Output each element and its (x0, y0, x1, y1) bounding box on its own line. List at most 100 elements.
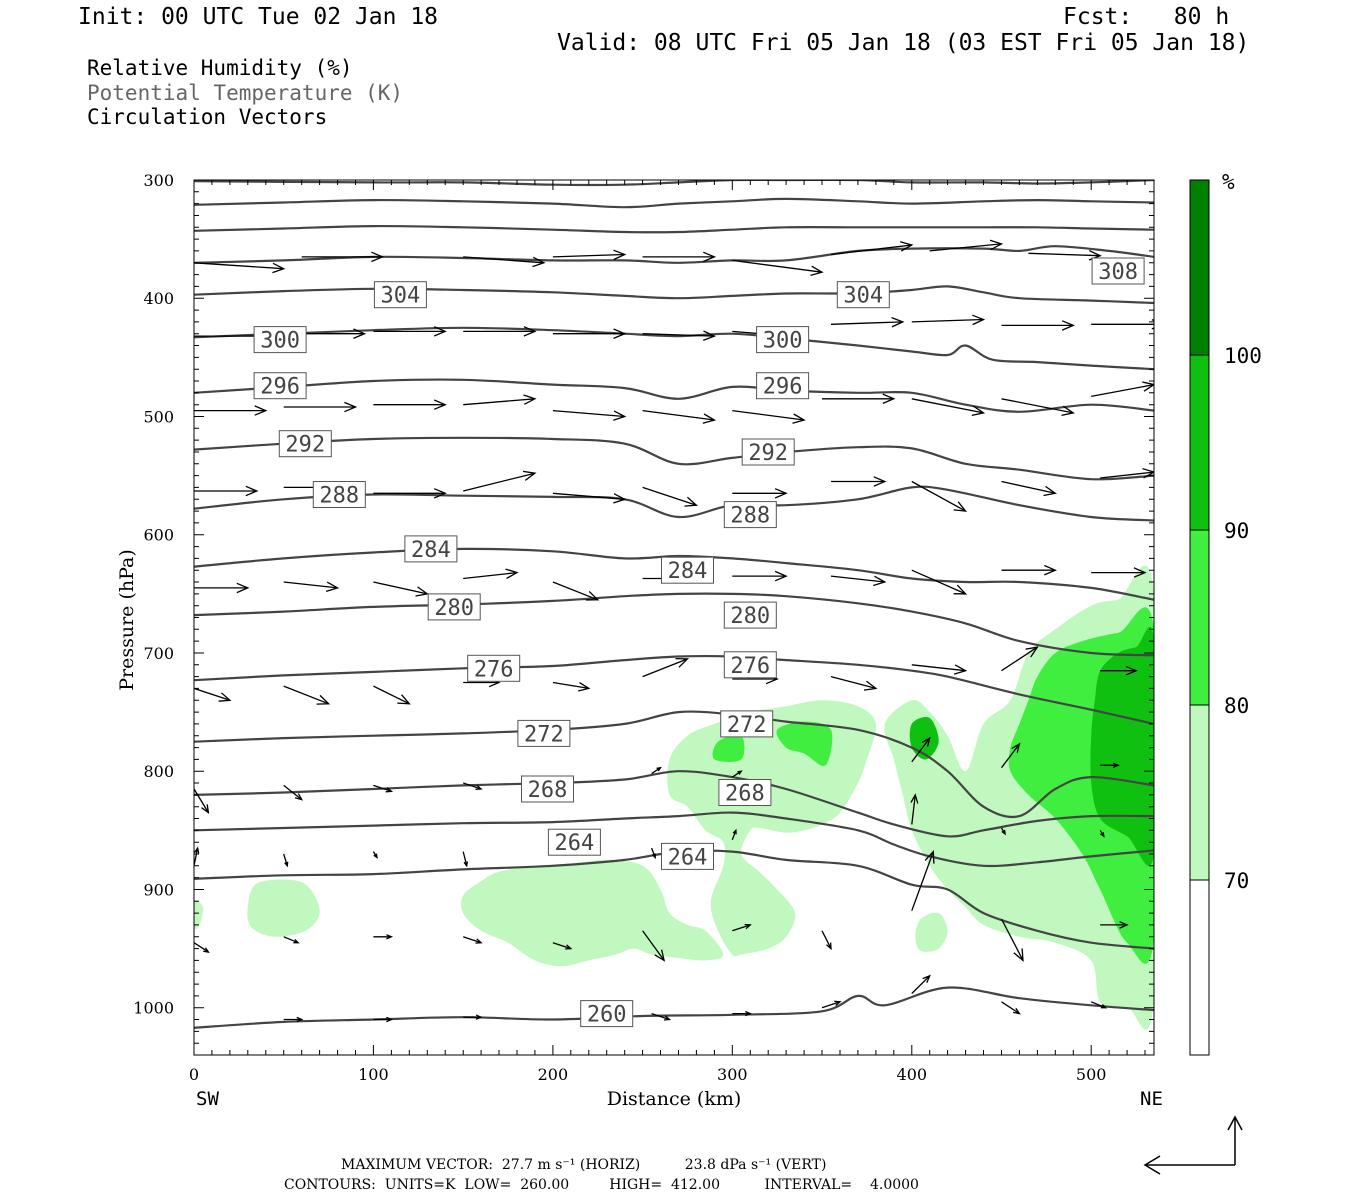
svg-text:296: 296 (763, 375, 803, 400)
contour-label: 304 (836, 281, 890, 309)
svg-text:284: 284 (668, 559, 708, 584)
circulation-vector (642, 930, 666, 962)
svg-text:308: 308 (1098, 260, 1138, 285)
svg-text:272: 272 (727, 713, 767, 738)
circulation-vector (732, 1010, 752, 1017)
svg-text:296: 296 (260, 375, 300, 400)
circulation-vector (283, 853, 289, 868)
x-right-end-label: NE (1140, 1088, 1163, 1110)
contour-label: 288 (312, 481, 366, 509)
contour-labels: 260 264 264 268 268 272 272 276 276 280 280 284 284 2… (253, 257, 1145, 1028)
circulation-vector (373, 488, 447, 499)
y-tick-label: 900 (143, 881, 174, 900)
svg-text:292: 292 (748, 441, 788, 466)
circulation-vector (194, 262, 286, 274)
svg-text:264: 264 (555, 831, 595, 856)
circulation-vector (911, 736, 931, 763)
contour-label: 280 (427, 593, 481, 621)
circulation-vector (830, 316, 905, 328)
circulation-vector (911, 850, 935, 911)
circulation-vector (1091, 567, 1147, 578)
axis-ticks (193, 179, 1154, 1056)
circulation-vector (373, 784, 393, 793)
x-tick-labels: 0 100 200 300 400 500 (189, 1065, 1107, 1084)
circulation-vector (552, 942, 573, 950)
circulation-vector (642, 251, 717, 263)
contours-info: CONTOURS: UNITS=K LOW= 260.00 HIGH= 412.… (284, 1177, 919, 1193)
contour-label: 272 (720, 710, 774, 738)
y-tick-label: 1000 (133, 999, 174, 1018)
contour-label: 264 (547, 828, 601, 856)
svg-text:300: 300 (260, 329, 300, 354)
circulation-vector (1001, 398, 1075, 417)
reference-vector-icon (1143, 1115, 1243, 1175)
circulation-vector (552, 249, 627, 261)
y-tick-label: 700 (143, 644, 174, 663)
rh-region-90 (909, 717, 939, 760)
rh-region-80 (776, 721, 833, 767)
circulation-vector (1099, 829, 1105, 838)
isentrope-312 (194, 245, 1154, 264)
circulation-vector (1090, 1001, 1108, 1009)
rh-region-70 (194, 900, 204, 930)
circulation-vector (194, 687, 232, 702)
circulation-vector (373, 326, 447, 337)
circulation-vector (283, 936, 300, 944)
circulation-vector (552, 409, 627, 421)
circulation-vector (642, 330, 717, 342)
x-tick-label: 0 (189, 1065, 199, 1084)
circulation-vector (552, 581, 600, 601)
rh-region-70 (915, 912, 948, 952)
circulation-vector (911, 314, 986, 326)
circulation-vector (642, 657, 690, 678)
circulation-vector (1091, 381, 1154, 398)
circulation-vector (372, 851, 378, 859)
contour-label: 268 (718, 779, 772, 807)
isentrope-264 (194, 849, 1154, 950)
circulation-vector (1001, 1001, 1021, 1015)
circulation-vector (732, 259, 824, 277)
svg-text:304: 304 (843, 284, 883, 309)
circulation-vector (463, 394, 537, 406)
svg-text:300: 300 (763, 329, 803, 354)
circulation-vector (462, 936, 483, 944)
circulation-vector (1100, 921, 1129, 929)
x-left-end-label: SW (196, 1088, 219, 1110)
circulation-vector (911, 480, 968, 512)
circulation-vector (194, 485, 259, 497)
circulation-vector (732, 409, 806, 424)
circulation-vector (283, 581, 340, 593)
circulation-vector (462, 851, 469, 868)
colorbar-level-label: 100 (1224, 344, 1262, 368)
forecast-hour: Fcst: 80 h (1063, 4, 1230, 30)
colorbar-unit: % (1222, 170, 1235, 194)
colorbar-segment (1190, 180, 1209, 355)
circulation-vector (283, 1016, 304, 1023)
x-tick-label: 500 (1076, 1065, 1107, 1084)
circulation-vector (194, 582, 250, 594)
svg-text:272: 272 (524, 722, 564, 747)
circulation-vector (821, 1000, 842, 1009)
contour-label: 296 (756, 372, 810, 400)
isentrope-268 (194, 811, 1154, 868)
svg-text:276: 276 (730, 654, 770, 679)
svg-text:292: 292 (285, 433, 325, 458)
legend-relative-humidity: Relative Humidity (%) (87, 56, 353, 80)
circulation-vector (463, 470, 537, 492)
circulation-vectors (194, 239, 1154, 1023)
contour-label: 300 (253, 326, 307, 354)
circulation-vector (731, 770, 743, 778)
contour-label: 300 (756, 326, 810, 354)
circulation-vector (1000, 827, 1006, 836)
circulation-vector (462, 782, 483, 791)
circulation-vector (373, 1016, 394, 1023)
circulation-vector (283, 784, 304, 801)
circulation-vector (822, 393, 896, 404)
rh-region-70 (460, 859, 724, 967)
circulation-vector (283, 685, 331, 705)
svg-text:288: 288 (319, 484, 359, 509)
circulation-vector (463, 568, 519, 580)
circulation-vector (732, 488, 788, 499)
contour-label: 284 (404, 535, 458, 563)
